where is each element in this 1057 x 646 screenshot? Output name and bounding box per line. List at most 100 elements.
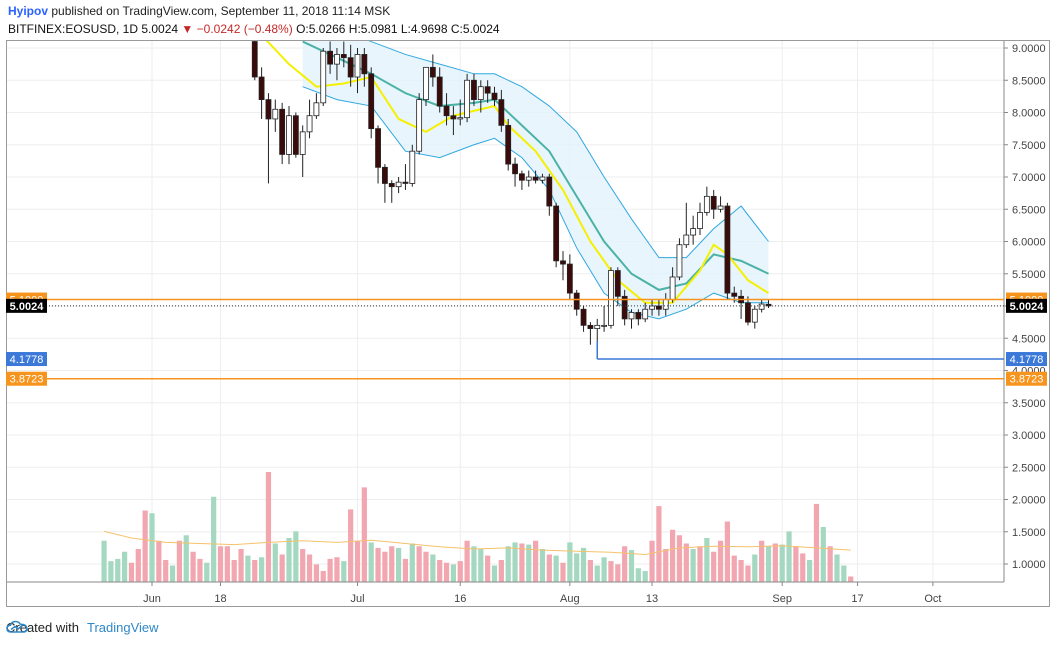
y-tick-label: 9.0000: [1012, 43, 1046, 55]
candle-body: [662, 299, 669, 310]
candle-body: [340, 54, 347, 59]
price-label-left: 4.1778: [10, 354, 44, 366]
last-price-value: 5.0024: [141, 22, 179, 36]
price-label-right: 3.8723: [1010, 374, 1044, 386]
volume-bar: [327, 558, 333, 582]
candle-body: [258, 76, 265, 101]
volume-bar: [122, 551, 128, 582]
y-tick-label: 8.5000: [1012, 75, 1046, 87]
volume-bar: [848, 576, 854, 582]
candle-body: [457, 117, 464, 120]
volume-bar: [834, 554, 840, 582]
candle-body: [553, 205, 560, 262]
volume-bar: [224, 546, 230, 582]
volume-bar: [478, 549, 484, 582]
candle-body: [539, 176, 546, 181]
candle-body: [683, 234, 690, 246]
volume-bar: [587, 560, 593, 582]
candle-body: [423, 66, 429, 100]
volume-bar: [498, 560, 504, 582]
volume-bar: [649, 540, 655, 582]
volume-bar: [553, 555, 559, 582]
x-tick-label: 13: [646, 593, 658, 605]
candle-body: [464, 79, 471, 119]
candle-body: [306, 115, 313, 133]
y-tick-label: 4.5000: [1012, 333, 1046, 345]
volume-bar: [697, 546, 703, 582]
candle-body: [471, 79, 477, 101]
tradingview-cloud-icon: [6, 620, 28, 633]
candle-body: [320, 50, 327, 104]
volume-bar: [217, 546, 224, 582]
volume-bar: [752, 554, 758, 582]
price-label-box: [6, 371, 47, 386]
candle-body: [656, 305, 662, 310]
volume-bar: [265, 472, 272, 582]
volume-bar: [430, 554, 436, 582]
volume-bar: [231, 560, 237, 582]
candle-body: [334, 54, 340, 65]
volume-bar: [457, 561, 463, 582]
ohlc-values: O:5.0266 H:5.0981 L:4.9698 C:5.0024: [296, 22, 500, 36]
candle-body: [560, 260, 566, 265]
volume-bar: [368, 542, 374, 582]
volume-bar: [211, 496, 217, 582]
volume-bar: [663, 549, 669, 582]
candle-body: [669, 276, 676, 300]
volume-bar: [526, 544, 532, 582]
y-tick-label: 6.5000: [1012, 204, 1046, 216]
candle-body: [745, 302, 751, 323]
volume-bar: [101, 540, 107, 582]
candle-body: [628, 312, 635, 320]
candle-body: [594, 324, 601, 329]
symbol-line: BITFINEX:EOSUSD, 1D 5.0024 ▼ −0.0242 (−0…: [8, 21, 500, 37]
y-tick-label: 8.0000: [1012, 108, 1046, 120]
volume-bar: [807, 560, 813, 582]
price-label-left: 3.8723: [10, 374, 44, 386]
volume-bar: [608, 561, 614, 582]
volume-bar: [574, 553, 580, 582]
candle-body: [251, 41, 258, 78]
price-label-box: [6, 352, 47, 367]
volume-bar: [293, 531, 299, 582]
candle-body: [429, 66, 436, 78]
volume-bar: [176, 540, 182, 582]
volume-bar: [437, 560, 443, 582]
y-tick-label: 3.0000: [1012, 430, 1046, 442]
candle-body: [409, 150, 416, 184]
y-tick-label: 6.0000: [1012, 237, 1046, 249]
last-price-box: [6, 298, 47, 313]
volume-bar: [491, 565, 498, 582]
y-tick-label: 1.5000: [1012, 527, 1046, 539]
y-tick-label: 2.0000: [1012, 495, 1046, 507]
volume-bar: [841, 565, 847, 582]
candle-body: [354, 54, 361, 78]
volume-bar: [149, 513, 155, 582]
volume-ma: [103, 530, 851, 556]
volume-bar: [163, 560, 169, 582]
tradingview-link[interactable]: TradingView: [86, 620, 159, 635]
author-name[interactable]: Hyipov: [8, 4, 49, 18]
candle-body: [566, 263, 573, 294]
candle-body: [292, 115, 299, 155]
candle-body: [443, 105, 450, 117]
volume-bar: [779, 544, 785, 582]
x-tick-label: 18: [214, 593, 226, 605]
down-arrow-icon: ▼: [181, 22, 194, 36]
volume-bar: [628, 550, 635, 582]
candle-body: [327, 50, 334, 65]
volume-bar: [704, 538, 710, 582]
volume-bar: [238, 549, 244, 582]
candle-body: [635, 312, 642, 320]
volume-bar: [519, 543, 525, 582]
volume-bar: [683, 543, 689, 582]
x-tick-label: Oct: [924, 593, 941, 605]
candle-body: [484, 86, 491, 94]
volume-bar: [306, 554, 313, 582]
candle-body: [676, 244, 683, 278]
candle-body: [546, 176, 553, 207]
x-tick-label: Jul: [350, 593, 364, 605]
candle-body: [724, 205, 731, 294]
volume-bar: [286, 538, 292, 582]
